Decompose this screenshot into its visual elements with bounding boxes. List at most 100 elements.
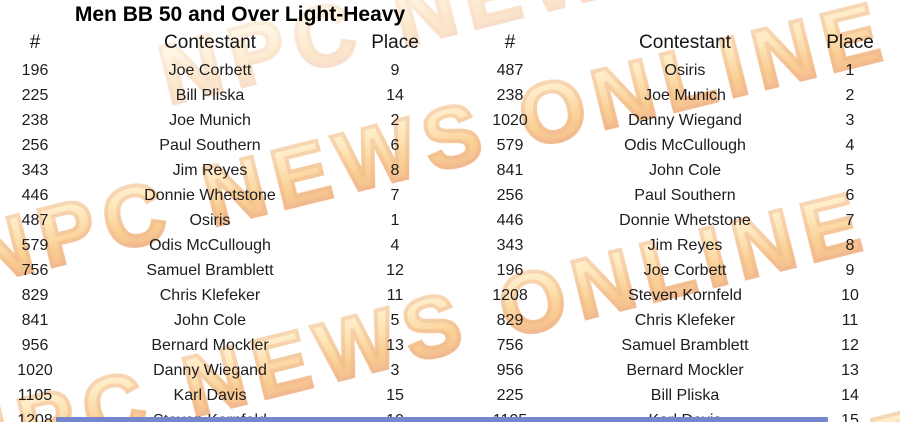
contestant-number: 579 bbox=[21, 237, 49, 254]
contestant-number: 256 bbox=[496, 187, 524, 204]
contestant-place: 3 bbox=[845, 112, 855, 129]
contestant-place: 3 bbox=[390, 362, 400, 379]
contestant-number: 225 bbox=[496, 387, 524, 404]
contestant-place: 8 bbox=[845, 237, 855, 254]
contestant-place: 15 bbox=[386, 387, 404, 404]
contestant-name: Odis McCullough bbox=[149, 237, 271, 254]
contestant-name: Donnie Whetstone bbox=[144, 187, 276, 204]
contestant-number: 487 bbox=[21, 212, 49, 229]
header-contestant: Contestant bbox=[639, 32, 731, 53]
contestant-name: Osiris bbox=[189, 212, 231, 229]
table-row: 196 Joe Corbett 9 bbox=[0, 58, 450, 83]
contestant-name: Steven Kornfeld bbox=[628, 287, 742, 304]
contestant-name: John Cole bbox=[173, 312, 247, 329]
contestant-name: Joe Munich bbox=[644, 87, 726, 104]
table-row: 1020 Danny Wiegand 3 bbox=[450, 108, 900, 133]
table-row: 225 Bill Pliska 14 bbox=[0, 83, 450, 108]
contestant-name: Donnie Whetstone bbox=[619, 212, 751, 229]
contestant-place: 6 bbox=[845, 187, 855, 204]
table-row: 829 Chris Klefeker 11 bbox=[0, 283, 450, 308]
table-row: 956 Bernard Mockler 13 bbox=[0, 333, 450, 358]
contestant-number: 238 bbox=[496, 87, 524, 104]
contestant-number: 756 bbox=[496, 337, 524, 354]
table-row: 756 Samuel Bramblett 12 bbox=[0, 258, 450, 283]
header-place: Place bbox=[826, 32, 874, 53]
contestant-number: 829 bbox=[496, 312, 524, 329]
contestant-number: 956 bbox=[496, 362, 524, 379]
header-number: # bbox=[29, 32, 41, 53]
contestant-place: 5 bbox=[390, 312, 400, 329]
contestant-place: 13 bbox=[841, 362, 859, 379]
contestant-name: Karl Davis bbox=[173, 387, 247, 404]
contestant-number: 956 bbox=[21, 337, 49, 354]
contestant-name: Jim Reyes bbox=[647, 237, 723, 254]
contestant-place: 7 bbox=[390, 187, 400, 204]
contestant-place: 1 bbox=[390, 212, 400, 229]
contestant-number: 1020 bbox=[17, 362, 53, 379]
contestant-place: 1 bbox=[845, 62, 855, 79]
table-row: 756 Samuel Bramblett 12 bbox=[450, 333, 900, 358]
contestant-name: Danny Wiegand bbox=[628, 112, 742, 129]
contestant-name: Odis McCullough bbox=[624, 137, 746, 154]
contestant-name: Paul Southern bbox=[159, 137, 261, 154]
contestant-number: 256 bbox=[21, 137, 49, 154]
contestant-place: 5 bbox=[845, 162, 855, 179]
contestant-number: 756 bbox=[21, 262, 49, 279]
contestant-number: 579 bbox=[496, 137, 524, 154]
contestant-place: 4 bbox=[845, 137, 855, 154]
contestant-number: 1105 bbox=[17, 387, 53, 404]
contestant-place: 14 bbox=[841, 387, 859, 404]
contestant-name: Osiris bbox=[664, 62, 706, 79]
table-row: 1208 Steven Kornfeld 10 bbox=[450, 283, 900, 308]
table-row: 487 Osiris 1 bbox=[0, 208, 450, 233]
contestant-number: 238 bbox=[21, 112, 49, 129]
contestant-number: 446 bbox=[496, 212, 524, 229]
table-row: 256 Paul Southern 6 bbox=[0, 133, 450, 158]
contestant-place: 8 bbox=[390, 162, 400, 179]
contestant-place: 11 bbox=[386, 287, 404, 304]
contestant-number: 343 bbox=[496, 237, 524, 254]
contestant-name: Bernard Mockler bbox=[626, 362, 744, 379]
page-title: Men BB 50 and Over Light-Heavy bbox=[74, 3, 406, 26]
table-row: 956 Bernard Mockler 13 bbox=[450, 358, 900, 383]
contestant-number: 841 bbox=[21, 312, 49, 329]
contestant-place: 11 bbox=[841, 312, 859, 329]
table-row: 579 Odis McCullough 4 bbox=[450, 133, 900, 158]
contestant-place: 13 bbox=[386, 337, 404, 354]
contestant-place: 7 bbox=[845, 212, 855, 229]
horizontal-scrollbar[interactable] bbox=[56, 417, 828, 422]
table-row: 829 Chris Klefeker 11 bbox=[450, 308, 900, 333]
table-body: 487 Osiris 1 238 Joe Munich 2 1020 Danny Wiegan… bbox=[450, 58, 900, 422]
contestant-name: Samuel Bramblett bbox=[621, 337, 749, 354]
contestant-place: 12 bbox=[386, 262, 404, 279]
contestant-name: Bill Pliska bbox=[175, 87, 245, 104]
contestant-number: 829 bbox=[21, 287, 49, 304]
contestant-number: 225 bbox=[21, 87, 49, 104]
contestant-place: 6 bbox=[390, 137, 400, 154]
contestant-number: 1208 bbox=[492, 287, 528, 304]
contestant-number: 1208 bbox=[17, 412, 53, 422]
table-header-row: # Contestant Place bbox=[0, 29, 450, 56]
table-row: 1020 Danny Wiegand 3 bbox=[0, 358, 450, 383]
table-row: 196 Joe Corbett 9 bbox=[450, 258, 900, 283]
table-row: 256 Paul Southern 6 bbox=[450, 183, 900, 208]
contestant-name: Chris Klefeker bbox=[634, 312, 736, 329]
table-row: 841 John Cole 5 bbox=[0, 308, 450, 333]
contestant-place: 15 bbox=[841, 412, 859, 422]
contestant-name: Joe Munich bbox=[169, 112, 251, 129]
contestant-number: 487 bbox=[496, 62, 524, 79]
table-row: 343 Jim Reyes 8 bbox=[450, 233, 900, 258]
contestant-number: 196 bbox=[496, 262, 524, 279]
contestant-number: 343 bbox=[21, 162, 49, 179]
contestant-name: Bernard Mockler bbox=[151, 337, 269, 354]
contestant-name: Danny Wiegand bbox=[153, 362, 267, 379]
table-row: 579 Odis McCullough 4 bbox=[0, 233, 450, 258]
table-row: 1105 Karl Davis 15 bbox=[0, 383, 450, 408]
contestant-place: 14 bbox=[386, 87, 404, 104]
table-row: 446 Donnie Whetstone 7 bbox=[0, 183, 450, 208]
contestant-place: 10 bbox=[841, 287, 859, 304]
contestant-place: 9 bbox=[845, 262, 855, 279]
contestant-number: 446 bbox=[21, 187, 49, 204]
